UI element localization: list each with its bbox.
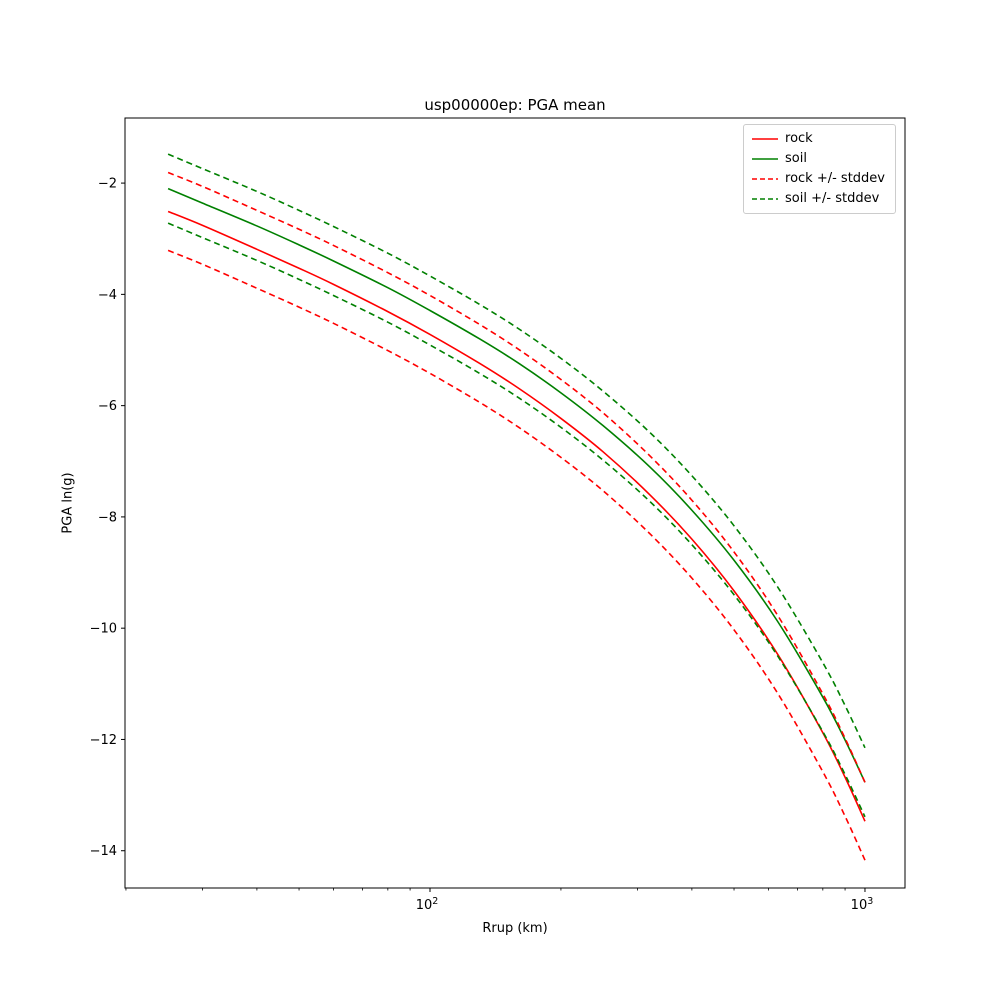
series-line-soil [167, 187, 866, 783]
series-line-soil-minus-stddev [167, 222, 866, 818]
series-group [167, 153, 866, 861]
x-tick-label: 103 [851, 896, 874, 913]
y-tick-label: −6 [98, 399, 117, 414]
y-tick-label: −2 [98, 177, 117, 192]
y-tick-label: −12 [90, 733, 117, 748]
legend-item-rock: rock [752, 131, 885, 147]
legend-item-soil-stddev: soil +/- stddev [752, 191, 885, 207]
series-line-soil-plus-stddev [167, 153, 866, 749]
y-axis-label: PGA ln(g) [60, 472, 76, 534]
chart-title: usp00000ep: PGA mean [424, 96, 606, 114]
legend-line-sample-soil-stddev [752, 198, 779, 200]
series-line-rock-minus-stddev [167, 249, 866, 861]
series-line-rock-plus-stddev [167, 171, 866, 783]
x-tick-label: 102 [416, 896, 439, 913]
y-tick-label: −8 [98, 510, 117, 525]
legend-label-soil: soil [785, 151, 807, 166]
y-tick-label: −4 [98, 288, 117, 303]
axes-frame [124, 117, 906, 889]
legend-line-sample-soil [752, 158, 779, 160]
legend-item-rock-stddev: rock +/- stddev [752, 171, 885, 187]
legend-label-rock: rock [785, 131, 813, 146]
legend-label-soil-stddev: soil +/- stddev [785, 191, 880, 206]
x-axis-label: Rrup (km) [482, 921, 548, 936]
legend: rock soil rock +/- stddev soil +/- stddev [743, 124, 896, 214]
legend-line-sample-rock-stddev [752, 178, 779, 180]
legend-item-soil: soil [752, 151, 885, 167]
y-tick-label: −10 [90, 622, 117, 637]
series-line-rock [167, 210, 866, 822]
legend-line-sample-rock [752, 138, 779, 140]
y-tick-label: −14 [90, 844, 117, 859]
legend-label-rock-stddev: rock +/- stddev [785, 171, 885, 186]
